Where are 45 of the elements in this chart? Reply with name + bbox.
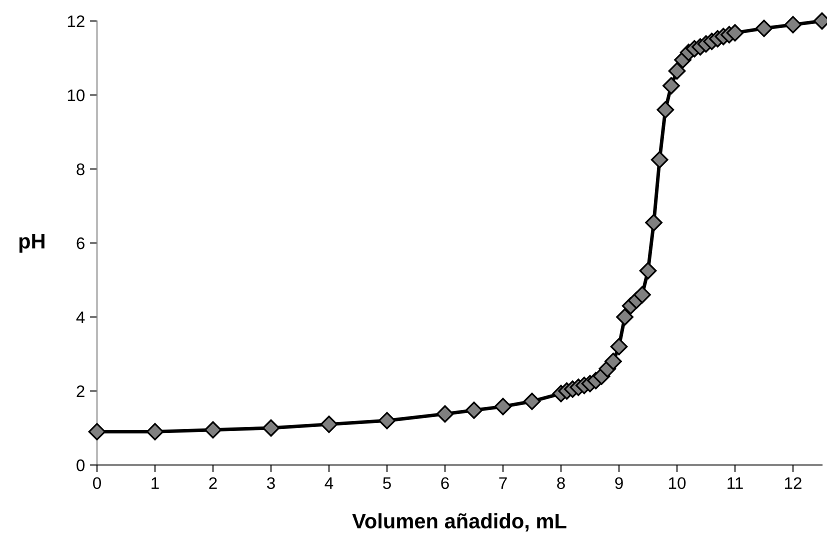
y-tick-label: 8 bbox=[76, 163, 84, 176]
y-tick-label: 0 bbox=[76, 459, 85, 472]
point bbox=[320, 416, 338, 433]
x-tick-label: 0 bbox=[93, 477, 101, 490]
point bbox=[88, 423, 106, 440]
point bbox=[726, 24, 744, 42]
point bbox=[262, 419, 280, 437]
x-tick-label: 3 bbox=[267, 477, 275, 490]
point bbox=[494, 398, 512, 416]
y-tick-label: 6 bbox=[76, 237, 84, 250]
y-axis-title: pH bbox=[19, 234, 44, 253]
x-tick-label: 10 bbox=[669, 477, 686, 490]
x-tick-label: 12 bbox=[785, 477, 802, 489]
point bbox=[784, 16, 802, 34]
point bbox=[204, 421, 222, 439]
point bbox=[436, 405, 454, 423]
x-tick-label: 8 bbox=[557, 477, 565, 490]
y-tick-label: 12 bbox=[68, 15, 84, 28]
x-axis-title: Volumen añadido, mL bbox=[352, 513, 566, 532]
x-tick-label: 2 bbox=[209, 477, 217, 489]
y-tick-label: 10 bbox=[68, 89, 85, 102]
point bbox=[662, 77, 680, 94]
point bbox=[616, 308, 634, 326]
point bbox=[639, 262, 657, 280]
point bbox=[378, 412, 396, 430]
point bbox=[645, 214, 662, 232]
point bbox=[604, 352, 622, 370]
point bbox=[668, 62, 686, 80]
x-tick-label: 1 bbox=[152, 477, 159, 489]
point bbox=[146, 423, 164, 440]
point bbox=[610, 338, 628, 356]
point bbox=[656, 101, 674, 118]
point bbox=[523, 392, 541, 410]
x-tick-label: 5 bbox=[383, 477, 391, 490]
x-tick-label: 7 bbox=[499, 477, 507, 489]
y-tick-label: 4 bbox=[76, 312, 85, 324]
y-tick-label: 2 bbox=[76, 385, 84, 398]
point bbox=[634, 286, 651, 304]
point bbox=[465, 402, 483, 419]
x-tick-label: 4 bbox=[324, 477, 334, 489]
x-tick-label: 6 bbox=[441, 477, 449, 490]
point bbox=[755, 20, 773, 38]
point bbox=[650, 151, 668, 168]
x-tick-label: 9 bbox=[615, 477, 623, 490]
x-tick-label: 11 bbox=[728, 477, 743, 489]
